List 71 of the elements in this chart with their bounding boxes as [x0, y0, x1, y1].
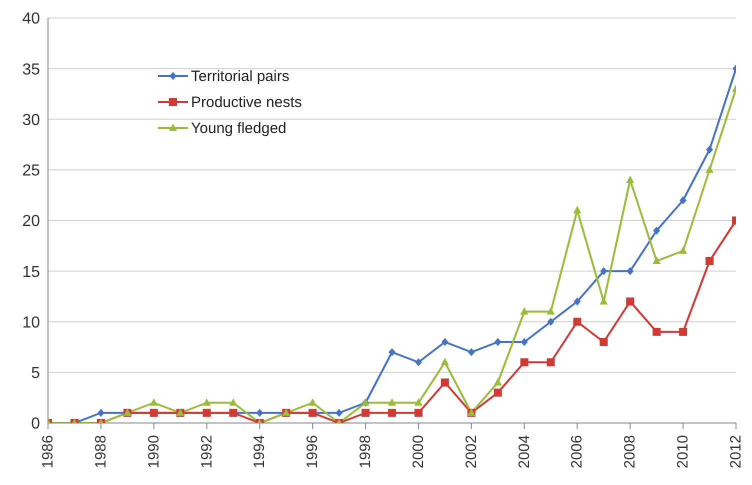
point: [652, 328, 661, 336]
point: [706, 257, 714, 265]
point: [679, 328, 688, 336]
point: [652, 256, 661, 264]
point: [600, 338, 608, 346]
x-tick-label: 1988: [92, 435, 110, 468]
point: [626, 298, 634, 306]
point: [414, 358, 422, 366]
point: [388, 408, 396, 417]
point: [600, 297, 608, 304]
x-tick-label: 1998: [357, 435, 374, 468]
point: [440, 378, 449, 386]
point: [679, 246, 688, 254]
point: [546, 307, 555, 315]
point: [600, 267, 608, 276]
point: [520, 307, 528, 315]
point: [494, 338, 502, 346]
x-tick-label: 2002: [462, 435, 480, 468]
point: [440, 358, 449, 366]
point: [547, 318, 554, 326]
x-tick-label: 1996: [304, 435, 322, 468]
point: [362, 408, 370, 417]
y-tick-label: 25: [22, 162, 40, 180]
point: [388, 398, 396, 406]
point: [150, 398, 158, 406]
x-tick-label: 1992: [198, 435, 216, 468]
y-tick-label: 20: [22, 213, 40, 230]
y-tick-label: 40: [22, 10, 40, 28]
point: [494, 378, 502, 386]
point: [414, 408, 422, 417]
x-tick-label: 1994: [251, 435, 268, 468]
point: [441, 338, 448, 346]
point: [336, 408, 343, 417]
y-tick-label: 35: [22, 61, 40, 78]
x-tick-label: 2000: [410, 435, 427, 468]
point: [706, 146, 714, 154]
x-tick-label: 2010: [674, 435, 692, 468]
x-tick-label: 2004: [516, 435, 533, 468]
y-tick-label: 5: [31, 365, 40, 382]
x-tick-label: 2008: [622, 435, 639, 468]
point: [573, 206, 582, 214]
point: [414, 398, 422, 406]
point: [388, 348, 396, 356]
point: [308, 398, 317, 406]
point: [202, 398, 211, 406]
legend-label: Productive nests: [191, 94, 302, 110]
legend-label: Territorial pairs: [191, 68, 290, 84]
legend-label: Young fledged: [191, 120, 286, 136]
x-tick-label: 2006: [568, 435, 586, 468]
point: [468, 348, 475, 356]
point: [520, 358, 528, 366]
point: [706, 165, 714, 173]
point: [626, 176, 634, 183]
point: [573, 318, 582, 326]
y-tick-label: 15: [22, 264, 40, 281]
point: [229, 398, 238, 406]
x-tick-label: 1986: [40, 435, 56, 468]
point: [574, 298, 581, 306]
y-tick-label: 0: [31, 416, 40, 433]
point: [256, 408, 264, 417]
point: [680, 196, 687, 204]
point: [546, 358, 555, 366]
y-tick-label: 10: [22, 314, 40, 332]
point: [520, 338, 528, 346]
x-tick-label: 1990: [145, 435, 162, 468]
x-tick-label: 2012: [728, 435, 744, 468]
point: [626, 267, 634, 276]
point: [97, 408, 104, 417]
point: [494, 388, 502, 397]
y-tick-label: 30: [22, 112, 40, 129]
point: [653, 226, 660, 235]
